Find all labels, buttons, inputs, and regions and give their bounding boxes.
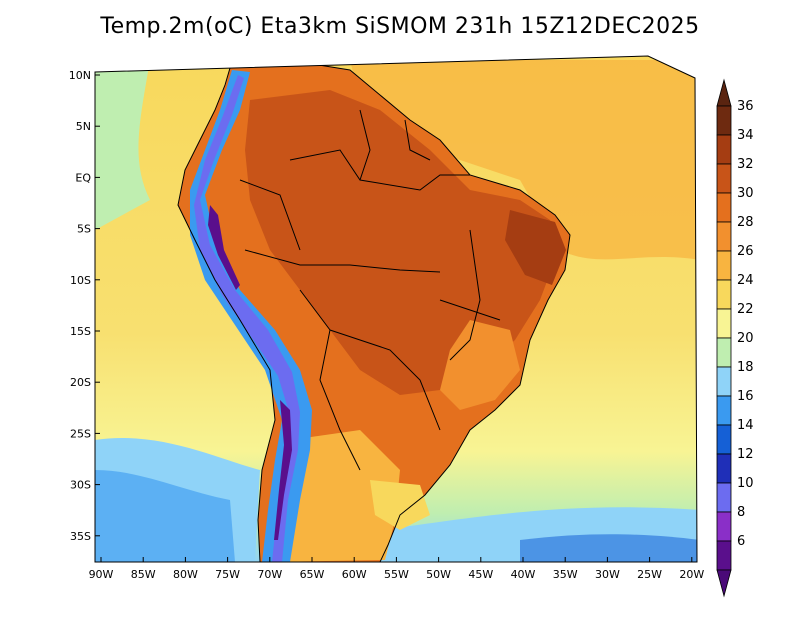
colorbar-box [716,453,732,484]
colorbar-level-label: 20 [737,331,754,346]
lon-tick-label: 35W [553,568,578,581]
lat-tick-label: 10N [69,69,91,82]
lon-tick-label: 70W [257,568,282,581]
lat-tick-label: 10S [70,274,91,287]
longitude-axis: 90W 85W 80W 75W 70W 65W 60W 55W 50W 45W 40W 35W 30W 2… [89,557,704,581]
lat-tick-label: EQ [75,171,91,184]
colorbar-level-label: 24 [737,273,754,288]
colorbar-level-label: 28 [737,215,754,230]
colorbar-box [716,308,732,339]
lat-tick-label: 25S [70,427,91,440]
colorbar-box [716,279,732,310]
colorbar-level-label: 36 [737,99,754,114]
colorbar-level-label: 16 [737,389,754,404]
lon-tick-label: 90W [89,568,114,581]
pacific-cold-south [95,470,235,562]
colorbar-level-label: 18 [737,360,754,375]
lat-tick-label: 5S [77,223,91,236]
colorbar-level-label: 26 [737,244,754,259]
lon-tick-label: 45W [468,568,493,581]
lon-tick-label: 20W [679,568,704,581]
lat-tick-label: 15S [70,325,91,338]
map-title: Temp.2m(oC) Eta3km SiSMOM 231h 15Z12DEC2… [100,14,700,39]
lon-tick-label: 30W [595,568,620,581]
colorbar-box [716,105,732,136]
colorbar-level-label: 22 [737,302,754,317]
colorbar-box [716,221,732,252]
lon-tick-label: 60W [342,568,367,581]
lat-tick-label: 20S [70,376,91,389]
colorbar-box [716,250,732,281]
colorbar-arrow-low [716,569,732,598]
lon-tick-label: 80W [173,568,198,581]
colorbar-box [716,395,732,426]
andes-peaks [208,205,292,540]
andes-core [194,75,300,562]
lat-tick-label: 5N [76,120,91,133]
colorbar-box [716,540,732,571]
latitude-axis: 10N 5N EQ 5S 10S 15S 20S 25S 30S 35S [69,69,100,543]
lat-tick-label: 30S [70,479,91,492]
uruguay-region [370,480,430,530]
pacific-cool-north [95,60,150,230]
brazil-highlands [440,320,520,410]
colorbar-box [716,337,732,368]
colorbar-box [716,134,732,165]
colorbar-box [716,424,732,455]
colorbar-level-label: 32 [737,157,754,172]
atlantic-cold-south [520,534,697,562]
hot-northeast [505,210,566,285]
colorbar-level-label: 8 [737,505,745,520]
atlantic-warm-band [350,60,697,260]
lon-tick-label: 85W [131,568,156,581]
colorbar-box [716,366,732,397]
hot-interior [245,90,555,395]
lon-tick-label: 75W [215,568,240,581]
colorbar-level-label: 14 [737,418,754,433]
colorbar-box [716,511,732,542]
lon-tick-label: 55W [384,568,409,581]
lon-tick-label: 40W [511,568,536,581]
colorbar-box [716,192,732,223]
colorbar-level-label: 6 [737,534,745,549]
lon-tick-label: 50W [426,568,451,581]
colorbar-level-label: 30 [737,186,754,201]
colorbar-arrow-high [716,78,732,107]
lat-tick-label: 35S [70,530,91,543]
colorbar-level-label: 10 [737,476,754,491]
map-frame [94,55,698,563]
colorbar-box [716,482,732,513]
colorbar-level-label: 12 [737,447,754,462]
map-field [95,56,697,562]
lon-tick-label: 25W [637,568,662,581]
colorbar-level-label: 34 [737,128,754,143]
lon-tick-label: 65W [300,568,325,581]
colorbar-box [716,163,732,194]
political-borders [177,61,571,562]
